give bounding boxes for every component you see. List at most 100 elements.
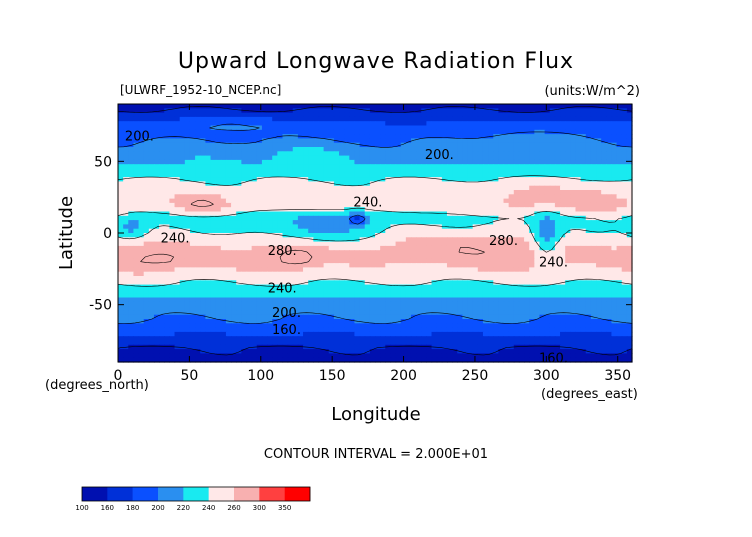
heatmap-cell bbox=[498, 116, 505, 122]
heatmap-cell bbox=[446, 314, 453, 320]
heatmap-cell bbox=[462, 151, 469, 157]
heatmap-cell bbox=[498, 224, 505, 230]
heatmap-cell bbox=[611, 116, 618, 122]
heatmap-cell bbox=[354, 224, 361, 230]
heatmap-cell bbox=[601, 263, 607, 268]
heatmap-cell bbox=[621, 198, 628, 204]
heatmap-cell bbox=[498, 172, 505, 178]
heatmap-cell bbox=[585, 172, 592, 178]
heatmap-cell bbox=[256, 104, 263, 109]
heatmap-cell bbox=[143, 104, 150, 109]
heatmap-cell bbox=[503, 198, 510, 204]
heatmap-cell bbox=[236, 284, 242, 290]
heatmap-cell bbox=[359, 181, 366, 187]
heatmap-cell bbox=[118, 263, 124, 268]
heatmap-cell bbox=[431, 301, 438, 307]
heatmap-cell bbox=[164, 121, 170, 127]
heatmap-cell bbox=[385, 104, 392, 109]
heatmap-cell bbox=[123, 220, 129, 225]
heatmap-cell bbox=[503, 172, 510, 178]
heatmap-cell bbox=[498, 155, 505, 161]
heatmap-cell bbox=[570, 138, 577, 144]
heatmap-cell bbox=[554, 314, 561, 320]
heatmap-cell bbox=[524, 297, 530, 303]
heatmap-cell bbox=[169, 258, 176, 264]
heatmap-cell bbox=[611, 267, 618, 273]
heatmap-cell bbox=[297, 108, 304, 114]
heatmap-cell bbox=[282, 241, 289, 247]
heatmap-cell bbox=[544, 271, 551, 277]
heatmap-cell bbox=[220, 134, 227, 139]
heatmap-cell bbox=[195, 267, 201, 273]
heatmap-cell bbox=[143, 168, 150, 174]
heatmap-cell bbox=[344, 151, 350, 157]
heatmap-cell bbox=[452, 310, 458, 316]
heatmap-cell bbox=[513, 263, 520, 268]
heatmap-cell bbox=[118, 138, 124, 144]
heatmap-cell bbox=[431, 116, 438, 122]
heatmap-cell bbox=[241, 233, 248, 238]
heatmap-cell bbox=[241, 104, 248, 109]
heatmap-cell bbox=[195, 314, 201, 320]
heatmap-cell bbox=[246, 190, 253, 195]
heatmap-cell bbox=[621, 250, 628, 256]
heatmap-cell bbox=[215, 177, 222, 182]
heatmap-cell bbox=[513, 254, 520, 260]
heatmap-cell bbox=[220, 276, 227, 281]
heatmap-cell bbox=[143, 241, 150, 247]
heatmap-cell bbox=[138, 284, 145, 290]
heatmap-cell bbox=[364, 288, 371, 294]
heatmap-cell bbox=[441, 112, 448, 118]
heatmap-cell bbox=[308, 190, 314, 195]
heatmap-cell bbox=[210, 245, 217, 251]
heatmap-cell bbox=[400, 181, 407, 187]
heatmap-cell bbox=[395, 258, 402, 264]
heatmap-cell bbox=[482, 104, 489, 109]
heatmap-cell bbox=[518, 185, 525, 191]
heatmap-cell bbox=[339, 245, 345, 251]
heatmap-cell bbox=[395, 134, 402, 139]
heatmap-cell bbox=[524, 190, 530, 195]
heatmap-cell bbox=[118, 237, 124, 243]
heatmap-cell bbox=[287, 301, 294, 307]
heatmap-cell bbox=[297, 254, 304, 260]
heatmap-cell bbox=[153, 151, 160, 157]
heatmap-cell bbox=[590, 104, 597, 109]
heatmap-cell bbox=[159, 314, 165, 320]
heatmap-cell bbox=[410, 215, 417, 221]
heatmap-cell bbox=[508, 258, 515, 264]
heatmap-cell bbox=[138, 207, 145, 213]
heatmap-cell bbox=[282, 215, 289, 221]
heatmap-cell bbox=[421, 224, 427, 230]
heatmap-cell bbox=[179, 267, 186, 273]
heatmap-cell bbox=[220, 250, 227, 256]
heatmap-cell bbox=[369, 211, 376, 217]
heatmap-cell bbox=[143, 190, 150, 195]
heatmap-cell bbox=[195, 185, 201, 191]
heatmap-cell bbox=[390, 224, 397, 230]
heatmap-cell bbox=[508, 202, 515, 208]
heatmap-cell bbox=[575, 258, 582, 264]
heatmap-cell bbox=[297, 151, 304, 157]
heatmap-cell bbox=[441, 147, 448, 152]
heatmap-cell bbox=[513, 125, 520, 131]
heatmap-cell bbox=[333, 142, 340, 148]
heatmap-cell bbox=[513, 310, 520, 316]
heatmap-cell bbox=[580, 194, 587, 200]
heatmap-cell bbox=[344, 125, 350, 131]
heatmap-cell bbox=[236, 310, 242, 316]
heatmap-cell bbox=[565, 172, 571, 178]
heatmap-cell bbox=[472, 284, 479, 290]
heatmap-cell bbox=[349, 254, 356, 260]
heatmap-cell bbox=[410, 237, 417, 243]
heatmap-cell bbox=[498, 241, 505, 247]
heatmap-cell bbox=[410, 301, 417, 307]
heatmap-cell bbox=[318, 301, 325, 307]
heatmap-cell bbox=[205, 147, 212, 152]
heatmap-cell bbox=[179, 194, 186, 200]
heatmap-cell bbox=[292, 314, 299, 320]
heatmap-cell bbox=[606, 207, 613, 213]
heatmap-cell bbox=[493, 250, 499, 256]
heatmap-cell bbox=[539, 185, 546, 191]
heatmap-cell bbox=[539, 134, 546, 139]
